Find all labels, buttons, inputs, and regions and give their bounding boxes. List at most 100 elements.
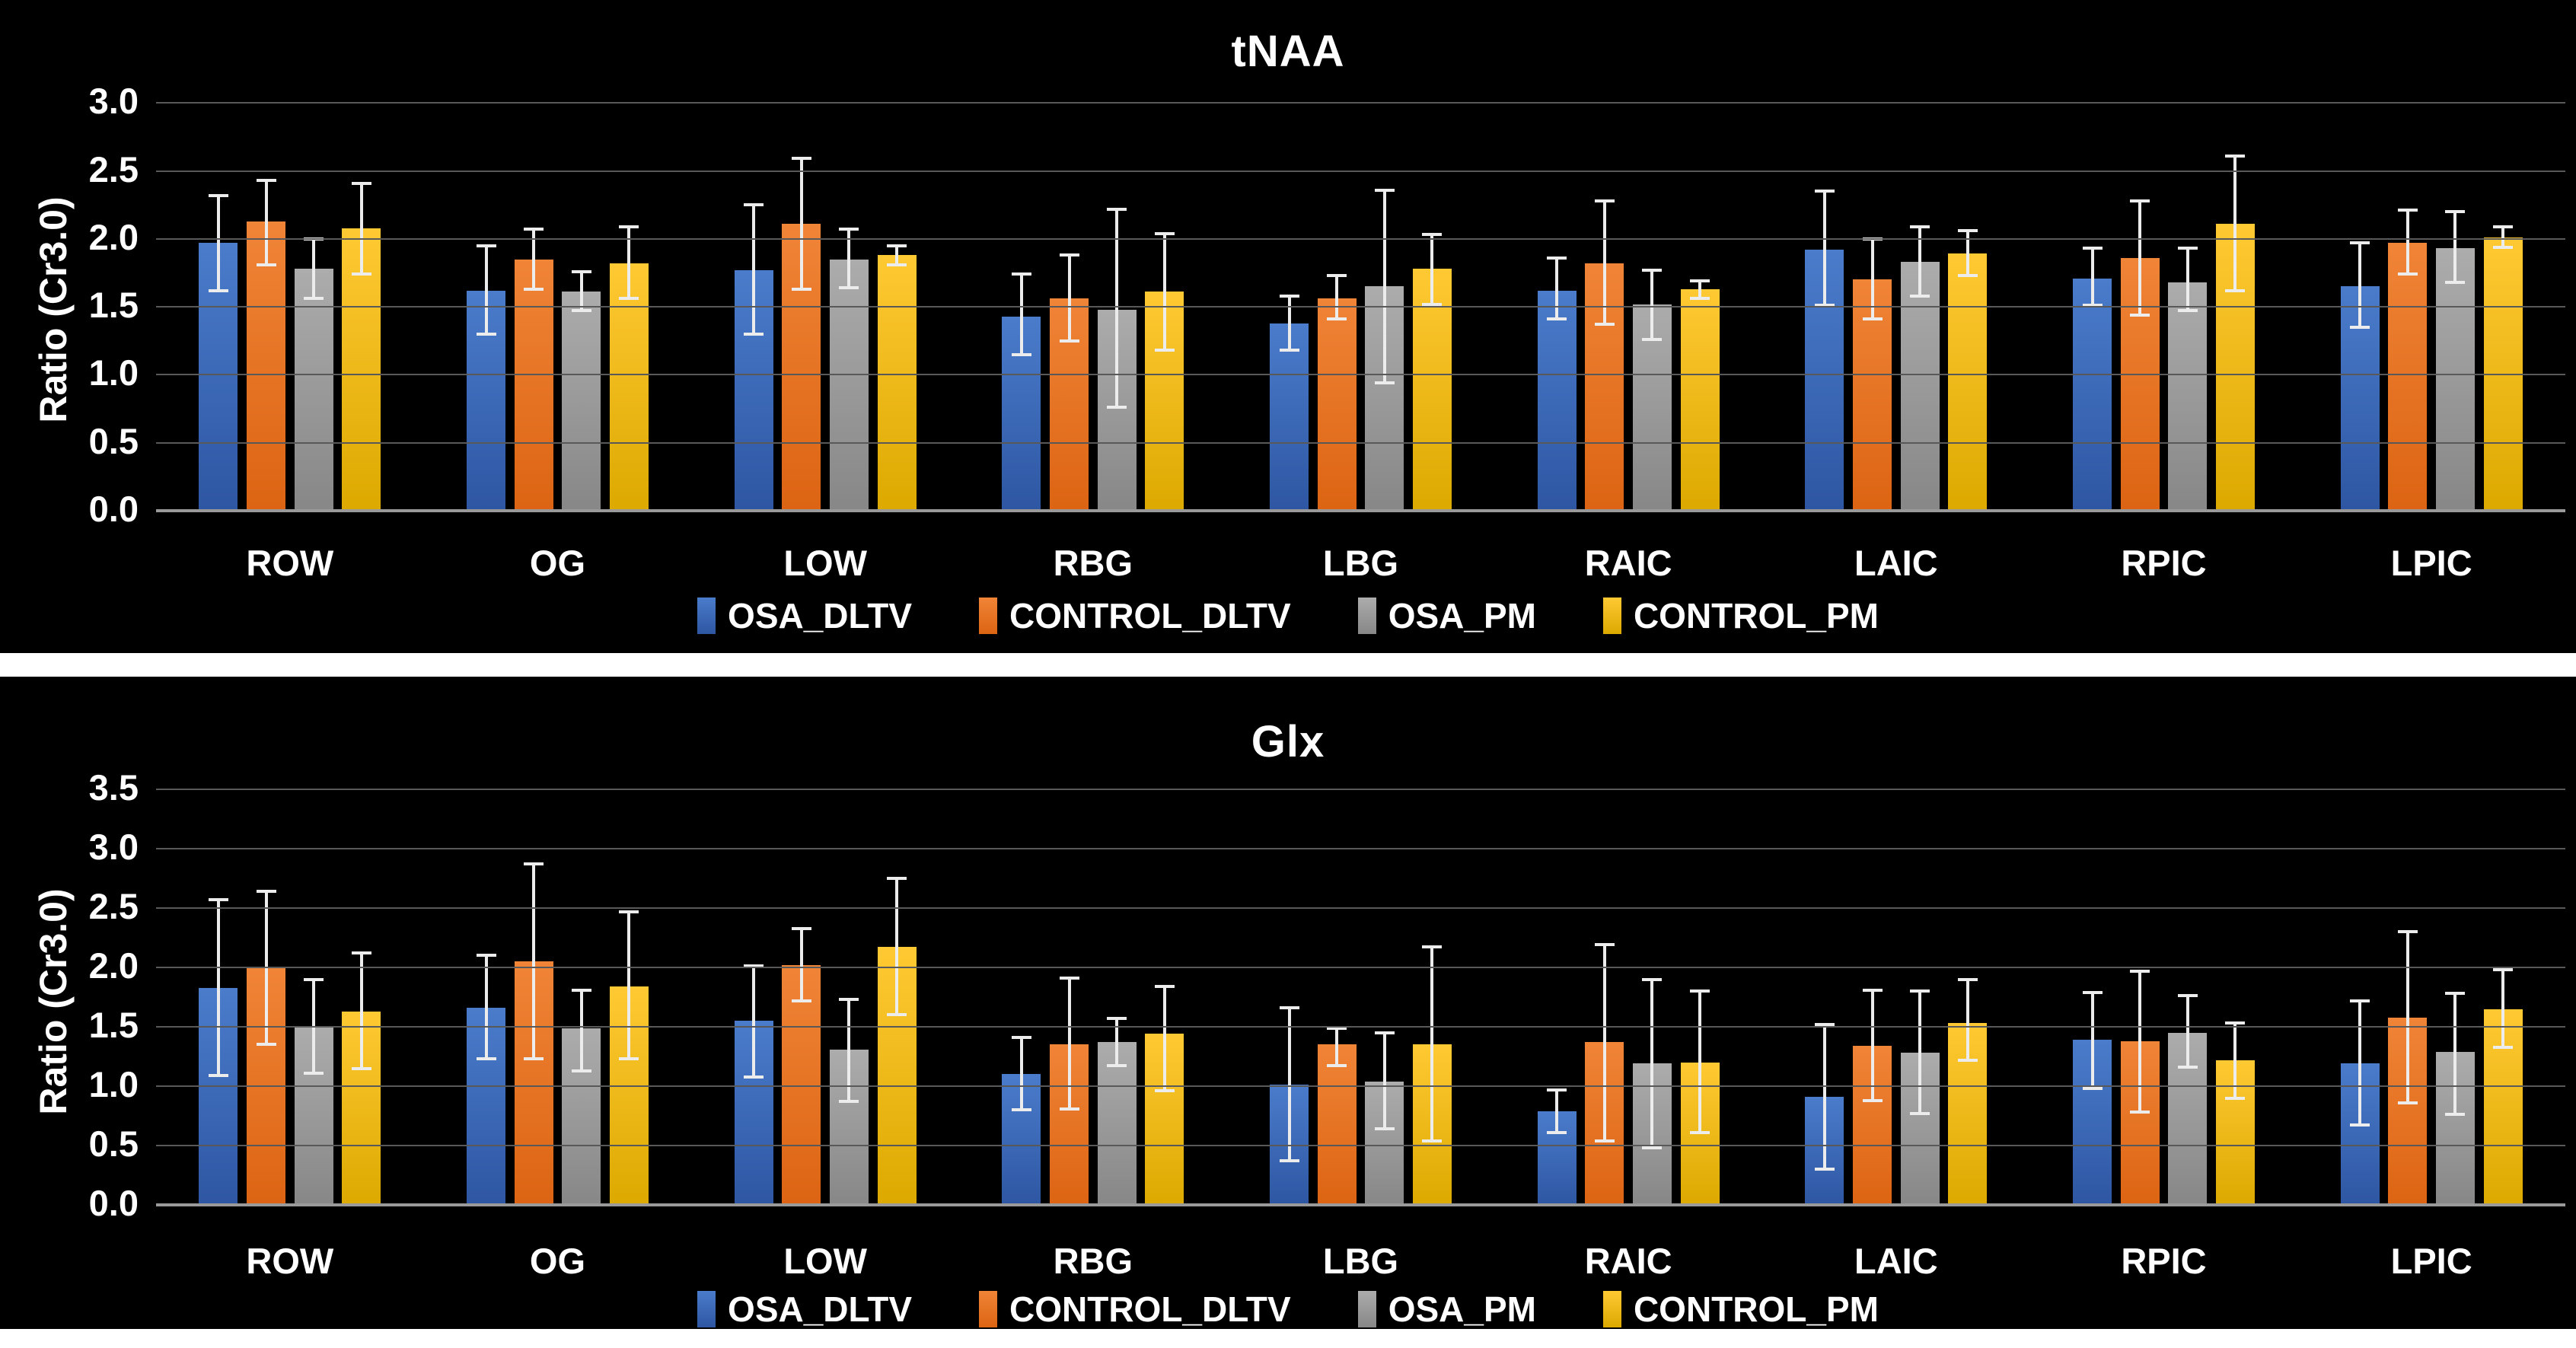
error-bar-stem — [1602, 200, 1606, 325]
error-bar-cap-bottom — [1642, 1146, 1663, 1150]
error-bar-cap-bottom — [524, 1057, 544, 1061]
error-bar-stem — [1019, 1037, 1023, 1111]
error-bar-cap-top — [1862, 988, 1883, 992]
error-bar-cap-bottom — [2082, 304, 2103, 308]
error-bar-cap-top — [2493, 225, 2514, 228]
y-tick-label: 1.5 — [88, 285, 139, 326]
error-bar-cap-bottom — [2130, 1111, 2150, 1114]
error-bar-cap-bottom — [1642, 337, 1663, 341]
y-tick-label: 2.5 — [88, 148, 139, 190]
error-bar-cap-bottom — [1422, 302, 1443, 306]
bar-osa_dltv-raic — [1537, 290, 1577, 511]
legend-swatch-osa_pm — [1357, 1291, 1376, 1327]
error-bar-stem — [847, 229, 851, 288]
error-bar-cap-bottom — [2445, 280, 2466, 284]
bar-control_dltv-row — [247, 221, 286, 511]
error-bar-cap-bottom — [571, 309, 591, 313]
error-bar-stem — [1067, 255, 1071, 341]
error-bar-cap-top — [1107, 1017, 1127, 1021]
error-bar-stem — [1430, 234, 1434, 304]
legend-label-control_pm: CONTROL_PM — [1633, 1289, 1879, 1329]
error-bar-cap-top — [524, 228, 544, 231]
error-bar-cap-top — [1422, 945, 1443, 949]
error-bar-cap-bottom — [304, 297, 324, 301]
error-bar-cap-bottom — [351, 1066, 371, 1070]
error-bar-cap-top — [887, 877, 907, 880]
error-bar-cap-bottom — [2493, 1045, 2514, 1049]
error-bar-stem — [1162, 986, 1166, 1091]
chart-title-tnaa: tNAA — [1231, 27, 1345, 76]
error-bar-cap-top — [1957, 229, 1978, 233]
error-bar-stem — [895, 878, 899, 1015]
error-bar-cap-top — [1422, 233, 1443, 237]
error-bar-cap-top — [1594, 943, 1615, 947]
category-label-lbg: LBG — [1322, 543, 1399, 583]
error-bar-cap-bottom — [1011, 1108, 1031, 1112]
error-bar-cap-bottom — [2350, 325, 2370, 329]
category-label-rpic: RPIC — [2121, 1241, 2207, 1281]
category-label-lpic: LPIC — [2390, 1241, 2472, 1281]
bar-control_dltv-og — [514, 259, 553, 511]
error-bar-cap-top — [351, 181, 371, 185]
error-bar-cap-top — [619, 225, 639, 228]
error-bar-stem — [895, 245, 899, 265]
error-bar-cap-bottom — [2225, 288, 2246, 292]
error-bar-cap-top — [2445, 992, 2466, 996]
error-bar-stem — [1822, 1024, 1826, 1170]
legend-item-control_dltv: CONTROL_DLTV — [979, 1289, 1291, 1330]
error-bar-cap-top — [1279, 294, 1299, 298]
y-tick-label: 1.0 — [88, 352, 139, 394]
error-bar-stem — [532, 864, 536, 1060]
legend-swatch-control_pm — [1602, 598, 1621, 634]
error-bar-stem — [216, 900, 220, 1076]
error-bar-cap-bottom — [1279, 1159, 1299, 1163]
legend-glx: OSA_DLTV CONTROL_DLTV OSA_PM CONTROL_PM — [0, 1289, 2576, 1330]
error-bar-stem — [1115, 209, 1119, 408]
error-bar-cap-bottom — [1957, 1058, 1978, 1062]
error-bar-cap-top — [304, 977, 324, 981]
category-label-rpic: RPIC — [2121, 543, 2207, 583]
gridline — [156, 1145, 2565, 1146]
legend-item-control_pm: CONTROL_PM — [1602, 1289, 1879, 1330]
error-bar-stem — [1430, 947, 1434, 1141]
error-bar-cap-top — [1374, 188, 1395, 192]
error-bar-cap-top — [2130, 199, 2150, 202]
legend-item-osa_pm: OSA_PM — [1357, 1289, 1536, 1330]
error-bar-cap-top — [2350, 999, 2370, 1002]
error-bar-stem — [579, 271, 583, 311]
legend-item-control_pm: CONTROL_PM — [1602, 595, 1879, 636]
error-bar-stem — [1870, 989, 1874, 1101]
error-bar-cap-bottom — [1862, 317, 1883, 321]
error-bar-stem — [752, 966, 756, 1077]
error-bar-cap-bottom — [2130, 313, 2150, 317]
error-bar-stem — [2138, 200, 2142, 315]
error-bar-cap-bottom — [1690, 297, 1710, 301]
error-bar-cap-bottom — [1814, 304, 1835, 308]
error-bar-stem — [1335, 1028, 1339, 1066]
error-bar-cap-bottom — [1594, 1139, 1615, 1142]
error-bar-cap-top — [1011, 272, 1031, 276]
error-bar-cap-top — [1107, 207, 1127, 211]
error-bar-stem — [1115, 1018, 1119, 1066]
error-bar-cap-top — [351, 951, 371, 955]
bar-control_dltv-lpic — [2388, 243, 2428, 511]
error-bar-cap-bottom — [2445, 1113, 2466, 1117]
bar-osa_pm-row — [294, 269, 333, 511]
error-bar-cap-bottom — [2350, 1123, 2370, 1127]
error-bar-cap-top — [524, 862, 544, 866]
error-bar-stem — [2138, 970, 2142, 1113]
error-bar-stem — [484, 955, 488, 1060]
error-bar-cap-top — [1642, 977, 1663, 981]
error-bar-cap-bottom — [1374, 1127, 1395, 1131]
y-tick-label: 0.0 — [88, 1183, 139, 1223]
error-bar-cap-bottom — [1327, 1064, 1347, 1068]
error-bar-cap-top — [1059, 253, 1079, 257]
error-bar-stem — [627, 911, 631, 1060]
error-bar-cap-bottom — [791, 287, 811, 291]
error-bar-cap-bottom — [839, 1100, 859, 1104]
gridline — [156, 907, 2565, 909]
bar-control_dltv-lbg — [1317, 1044, 1357, 1205]
error-bar-stem — [2090, 248, 2094, 306]
error-bar-stem — [627, 226, 631, 299]
error-bar-cap-top — [256, 179, 276, 182]
